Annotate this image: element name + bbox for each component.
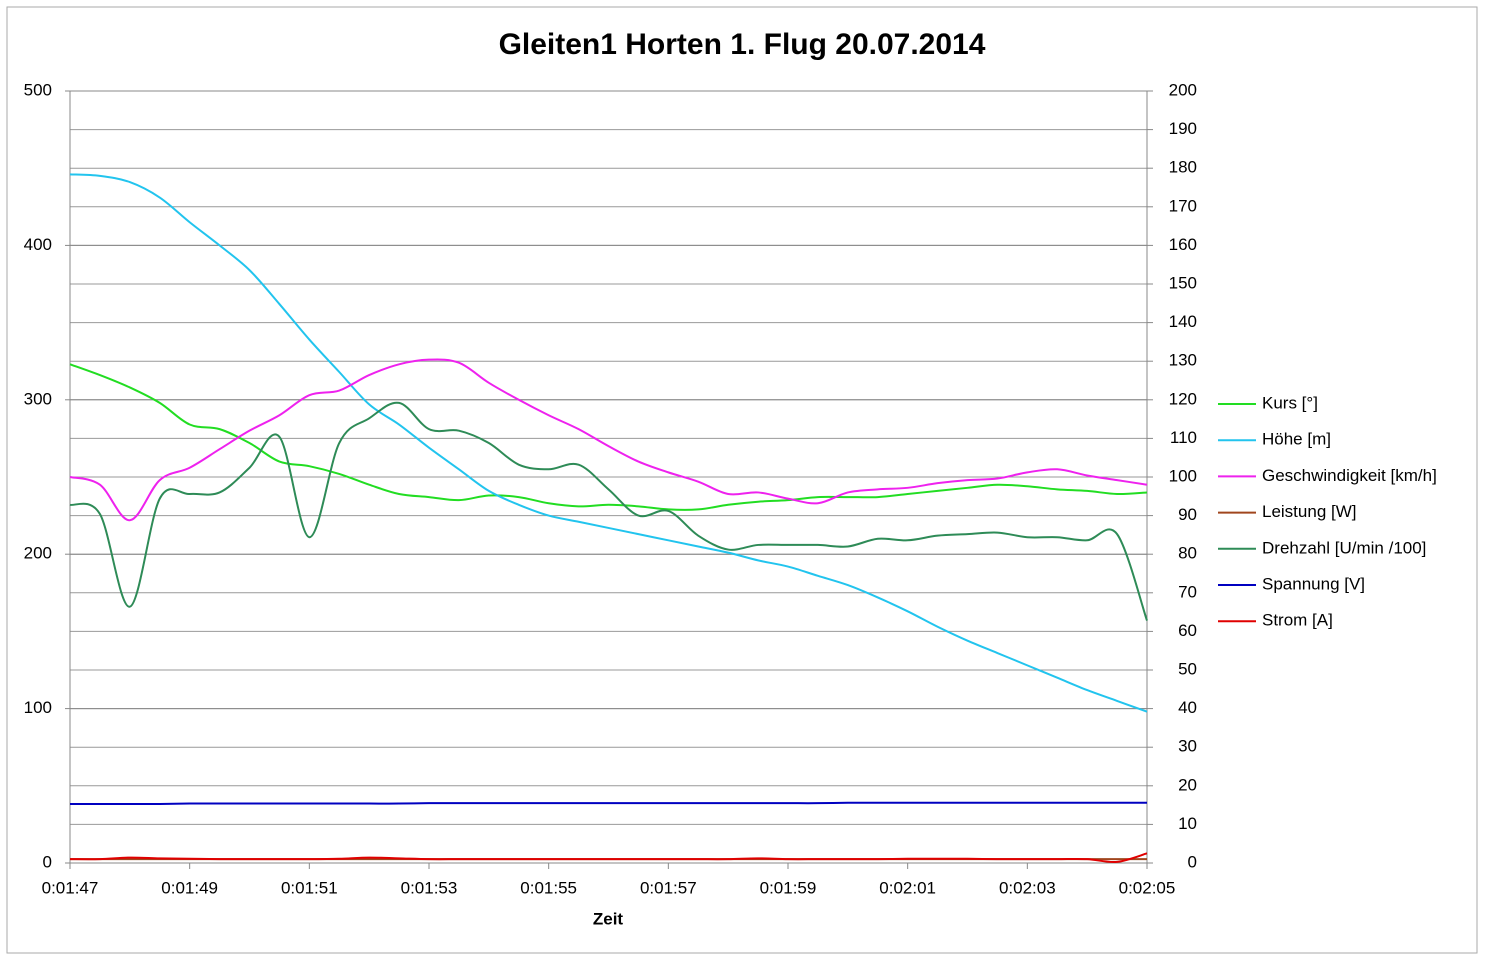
y2-tick-label: 20 bbox=[1178, 775, 1197, 794]
chart-title: Gleiten1 Horten 1. Flug 20.07.2014 bbox=[499, 28, 986, 61]
x-tick-label: 0:01:53 bbox=[401, 878, 458, 897]
legend-label: Spannung [V] bbox=[1262, 574, 1365, 593]
legend-label: Drehzahl [U/min /100] bbox=[1262, 538, 1426, 557]
series-line bbox=[69, 358, 1148, 522]
y2-tick-label: 140 bbox=[1169, 312, 1197, 331]
x-tick-label: 0:01:57 bbox=[640, 878, 697, 897]
x-tick-label: 0:01:55 bbox=[520, 878, 577, 897]
series-line bbox=[69, 801, 1147, 805]
y2-tick-label: 130 bbox=[1169, 351, 1197, 370]
x-axis-label: Zeit bbox=[593, 909, 624, 928]
y2-tick-label: 10 bbox=[1178, 814, 1197, 833]
y2-tick-label: 0 bbox=[1188, 852, 1197, 871]
y-tick-label: 400 bbox=[24, 235, 52, 254]
y2-tick-label: 30 bbox=[1178, 737, 1197, 756]
x-tick-label: 0:01:59 bbox=[760, 878, 817, 897]
y2-tick-label: 190 bbox=[1169, 119, 1197, 138]
chart-frame bbox=[6, 6, 1478, 954]
y-tick-label: 100 bbox=[24, 698, 52, 717]
y2-tick-label: 150 bbox=[1169, 273, 1197, 292]
y2-tick-label: 110 bbox=[1170, 428, 1197, 447]
series-line bbox=[69, 401, 1148, 621]
y2-tick-label: 90 bbox=[1178, 505, 1197, 524]
y2-tick-label: 170 bbox=[1169, 196, 1197, 215]
y2-tick-label: 200 bbox=[1169, 80, 1197, 99]
legend-label: Kurs [°] bbox=[1262, 393, 1318, 412]
y-tick-label: 500 bbox=[24, 80, 52, 99]
y-tick-label: 0 bbox=[43, 852, 52, 871]
series-line bbox=[69, 363, 1148, 511]
y2-tick-label: 60 bbox=[1178, 621, 1197, 640]
x-tick-label: 0:01:47 bbox=[42, 878, 99, 897]
y2-tick-label: 100 bbox=[1169, 466, 1197, 485]
legend-label: Strom [A] bbox=[1262, 611, 1333, 630]
y2-tick-label: 80 bbox=[1178, 544, 1197, 563]
y-tick-label: 300 bbox=[24, 389, 52, 408]
x-tick-label: 0:02:05 bbox=[1119, 878, 1176, 897]
y2-tick-label: 40 bbox=[1178, 698, 1197, 717]
series-line bbox=[69, 173, 1148, 713]
x-tick-label: 0:02:03 bbox=[999, 878, 1056, 897]
y2-tick-label: 160 bbox=[1169, 235, 1197, 254]
y2-tick-label: 120 bbox=[1169, 389, 1197, 408]
y-tick-label: 200 bbox=[24, 544, 52, 563]
y2-tick-label: 180 bbox=[1169, 158, 1197, 177]
legend-label: Leistung [W] bbox=[1262, 502, 1357, 521]
x-tick-label: 0:01:51 bbox=[281, 878, 338, 897]
y2-tick-label: 70 bbox=[1178, 582, 1197, 601]
y2-tick-label: 50 bbox=[1178, 659, 1197, 678]
series-line bbox=[69, 852, 1148, 864]
legend-label: Geschwindigkeit [km/h] bbox=[1262, 466, 1437, 485]
x-tick-label: 0:02:01 bbox=[879, 878, 936, 897]
x-tick-label: 0:01:49 bbox=[161, 878, 218, 897]
legend-label: Höhe [m] bbox=[1262, 430, 1331, 449]
